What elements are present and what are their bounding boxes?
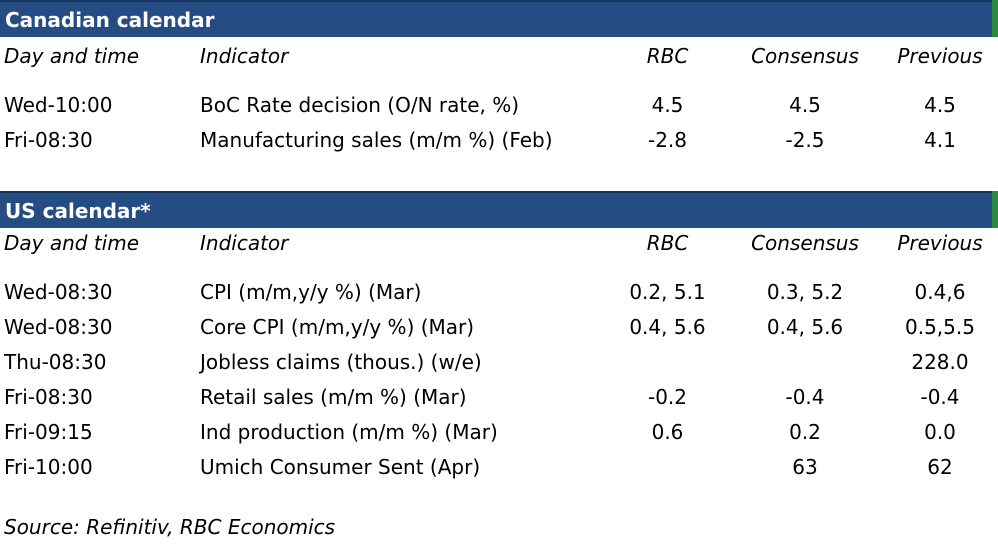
us-calendar-title: US calendar* [0, 191, 998, 228]
day-cell: Fri-08:30 [4, 385, 93, 409]
consensus-cell: 4.5 [789, 93, 821, 117]
day-cell: Wed-08:30 [4, 280, 113, 304]
indicator-cell: CPI (m/m,y/y %) (Mar) [200, 280, 422, 304]
day-cell: Wed-08:30 [4, 315, 113, 339]
source-note: Source: Refinitiv, RBC Economics [4, 515, 336, 539]
rbc-cell: 0.6 [651, 420, 684, 444]
header-previous: Previous [897, 44, 983, 68]
day-cell: Fri-09:15 [4, 420, 93, 444]
table-row: Fri-08:30 Retail sales (m/m %) (Mar) -0.… [0, 382, 998, 412]
previous-cell: 0.5,5.5 [905, 315, 975, 339]
header-consensus: Consensus [751, 44, 859, 68]
previous-cell: 0.0 [924, 420, 956, 444]
table-row: Wed-08:30 CPI (m/m,y/y %) (Mar) 0.2, 5.1… [0, 277, 998, 307]
header-indicator: Indicator [200, 231, 289, 255]
rbc-cell: 4.5 [651, 93, 684, 117]
table-row: Fri-09:15 Ind production (m/m %) (Mar) 0… [0, 417, 998, 447]
header-rbc: RBC [646, 231, 689, 255]
header-consensus: Consensus [751, 231, 859, 255]
table-row: Fri-08:30 Manufacturing sales (m/m %) (F… [0, 125, 998, 155]
table-row: Fri-10:00 Umich Consumer Sent (Apr) 63 6… [0, 452, 998, 482]
table-row: Wed-08:30 Core CPI (m/m,y/y %) (Mar) 0.4… [0, 312, 998, 342]
header-indicator: Indicator [200, 44, 289, 68]
indicator-cell: Ind production (m/m %) (Mar) [200, 420, 498, 444]
accent-strip [992, 191, 998, 228]
header-day: Day and time [4, 231, 140, 255]
accent-strip [992, 0, 998, 37]
consensus-cell: 0.4, 5.6 [766, 315, 844, 339]
table-row: Wed-10:00 BoC Rate decision (O/N rate, %… [0, 90, 998, 120]
previous-cell: 4.5 [924, 93, 956, 117]
rbc-cell: -0.2 [647, 385, 688, 409]
indicator-cell: Retail sales (m/m %) (Mar) [200, 385, 467, 409]
header-day: Day and time [4, 44, 140, 68]
canadian-calendar-title: Canadian calendar [0, 0, 998, 37]
table-row: Thu-08:30 Jobless claims (thous.) (w/e) … [0, 347, 998, 377]
us-header-row: Day and time Indicator RBC Consensus Pre… [0, 228, 998, 258]
consensus-cell: -2.5 [785, 128, 825, 152]
day-cell: Fri-08:30 [4, 128, 93, 152]
header-previous: Previous [897, 231, 983, 255]
consensus-cell: 63 [792, 455, 818, 479]
consensus-cell: 0.3, 5.2 [766, 280, 844, 304]
rbc-cell: -2.8 [647, 128, 688, 152]
rbc-cell: 0.4, 5.6 [629, 315, 706, 339]
indicator-cell: BoC Rate decision (O/N rate, %) [200, 93, 520, 117]
indicator-cell: Jobless claims (thous.) (w/e) [200, 350, 482, 374]
consensus-cell: 0.2 [789, 420, 821, 444]
canadian-header-row: Day and time Indicator RBC Consensus Pre… [0, 41, 998, 71]
indicator-cell: Manufacturing sales (m/m %) (Feb) [200, 128, 553, 152]
previous-cell: 4.1 [924, 128, 956, 152]
previous-cell: -0.4 [920, 385, 960, 409]
previous-cell: 62 [927, 455, 953, 479]
header-rbc: RBC [646, 44, 689, 68]
previous-cell: 0.4,6 [914, 280, 966, 304]
rbc-cell: 0.2, 5.1 [629, 280, 706, 304]
day-cell: Wed-10:00 [4, 93, 113, 117]
indicator-cell: Umich Consumer Sent (Apr) [200, 455, 481, 479]
day-cell: Thu-08:30 [4, 350, 107, 374]
day-cell: Fri-10:00 [4, 455, 93, 479]
indicator-cell: Core CPI (m/m,y/y %) (Mar) [200, 315, 475, 339]
previous-cell: 228.0 [911, 350, 969, 374]
consensus-cell: -0.4 [785, 385, 825, 409]
